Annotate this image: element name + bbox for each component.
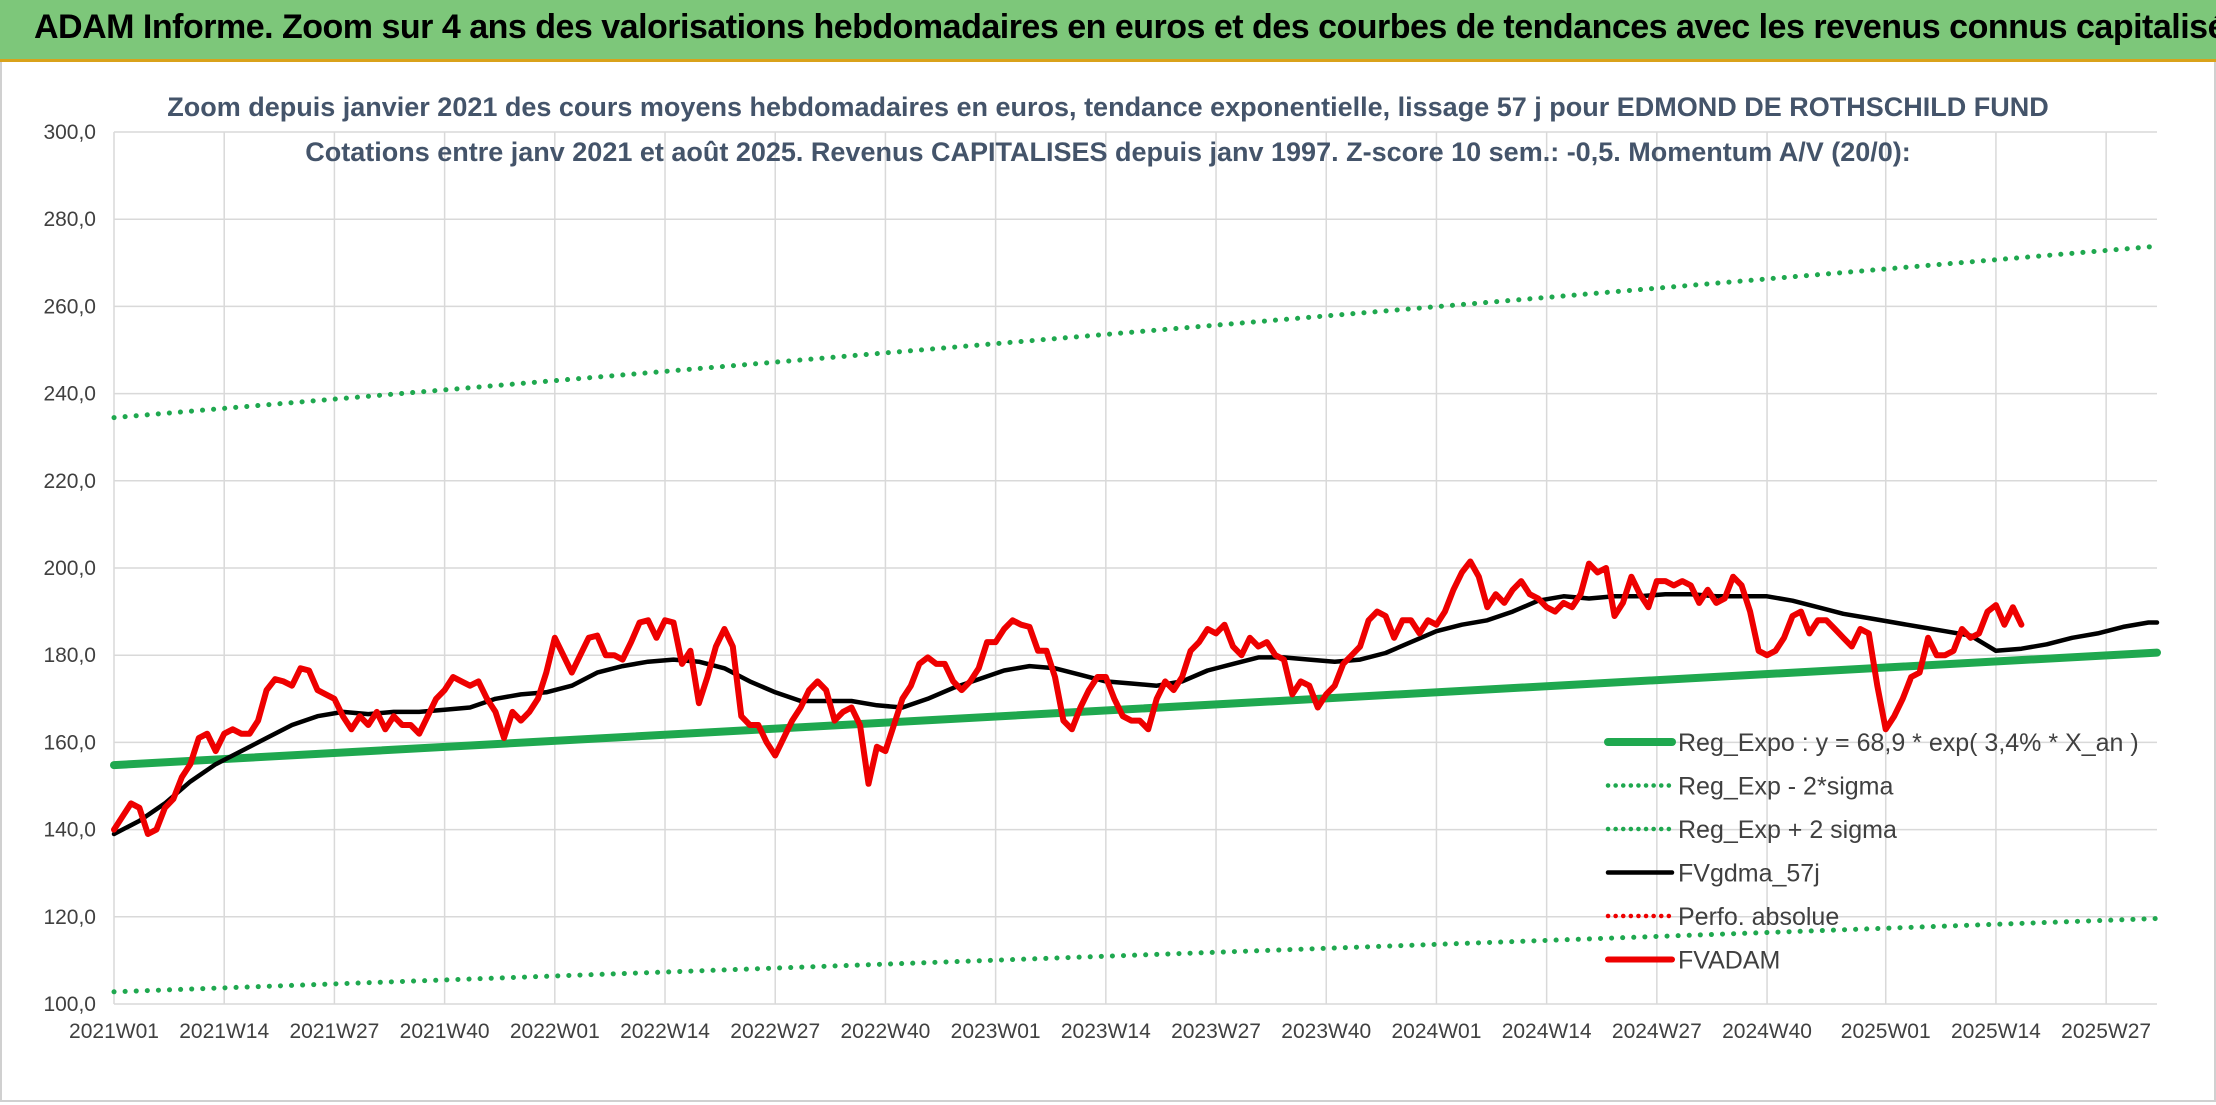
grid <box>113 131 2157 1005</box>
x-tick-label: 2022W14 <box>620 1020 710 1043</box>
x-tick-label: 2024W14 <box>1502 1020 1592 1043</box>
legend-label: FVgdma_57j <box>1678 860 1820 888</box>
series <box>110 243 2161 995</box>
x-tick-label: 2023W40 <box>1281 1020 1371 1043</box>
y-tick-label: 240,0 <box>43 383 96 406</box>
x-tick-label: 2022W27 <box>730 1020 820 1043</box>
y-tick-label: 260,0 <box>43 295 96 318</box>
chart-subtitle: Cotations entre janv 2021 et août 2025. … <box>305 137 1911 167</box>
y-axis-ticks: 100,0 120,0 140,0 160,0 180,0 200,0 220,0 240,0… <box>43 121 96 1016</box>
x-tick-label: 2024W27 <box>1612 1020 1702 1043</box>
series-line-reg-exp-2-sigma <box>111 243 2160 421</box>
legend-label: Reg_Exp + 2 sigma <box>1678 816 1897 844</box>
banner-title: ADAM Informe. Zoom sur 4 ans des valoris… <box>34 8 2216 46</box>
chart-frame: Zoom depuis janvier 2021 des cours moyen… <box>0 62 2216 1102</box>
legend-label: Perfo. absolue <box>1678 903 1839 931</box>
series-line-fvadam <box>111 558 2025 837</box>
y-tick-label: 200,0 <box>43 557 96 580</box>
y-tick-label: 180,0 <box>43 644 96 667</box>
x-tick-label: 2025W14 <box>1951 1020 2041 1043</box>
series-line-reg-exp-2-sigma <box>111 916 2160 995</box>
y-tick-label: 300,0 <box>43 121 96 144</box>
x-tick-label: 2022W40 <box>840 1020 930 1043</box>
x-tick-label: 2021W40 <box>400 1020 490 1043</box>
legend-label: Reg_Expo : y = 68,9 * exp( 3,4% * X_an ) <box>1678 729 2139 757</box>
x-tick-label: 2024W40 <box>1722 1020 1812 1043</box>
x-tick-label: 2021W14 <box>179 1020 269 1043</box>
legend-label: FVADAM <box>1678 947 1780 975</box>
y-tick-label: 280,0 <box>43 208 96 231</box>
y-tick-label: 220,0 <box>43 470 96 493</box>
x-tick-label: 2023W01 <box>951 1020 1041 1043</box>
x-tick-label: 2025W27 <box>2061 1020 2151 1043</box>
y-tick-label: 120,0 <box>43 906 96 929</box>
y-tick-label: 140,0 <box>43 819 96 842</box>
x-tick-label: 2024W01 <box>1391 1020 1481 1043</box>
x-tick-label: 2022W01 <box>510 1020 600 1043</box>
x-tick-label: 2021W01 <box>69 1020 159 1043</box>
series-line-reg-expo-y-68-9-exp-3-4-x-an <box>110 648 2161 770</box>
series-line-fvgdma-57j <box>111 591 2160 837</box>
x-tick-label: 2023W27 <box>1171 1020 1261 1043</box>
x-tick-label: 2021W27 <box>289 1020 379 1043</box>
x-axis-ticks: 2021W01 2021W14 2021W27 2021W40 2022W01 2022W… <box>69 1020 2151 1043</box>
x-tick-label: 2023W14 <box>1061 1020 1151 1043</box>
chart: Zoom depuis janvier 2021 des cours moyen… <box>43 92 2161 1043</box>
banner: ADAM Informe. Zoom sur 4 ans des valoris… <box>0 0 2216 62</box>
legend: Reg_Expo : y = 68,9 * exp( 3,4% * X_an )… <box>1604 729 2139 975</box>
y-tick-label: 160,0 <box>43 731 96 754</box>
x-tick-label: 2025W01 <box>1841 1020 1931 1043</box>
y-tick-label: 100,0 <box>43 993 96 1016</box>
chart-title: Zoom depuis janvier 2021 des cours moyen… <box>167 92 2048 122</box>
legend-label: Reg_Exp - 2*sigma <box>1678 773 1893 801</box>
